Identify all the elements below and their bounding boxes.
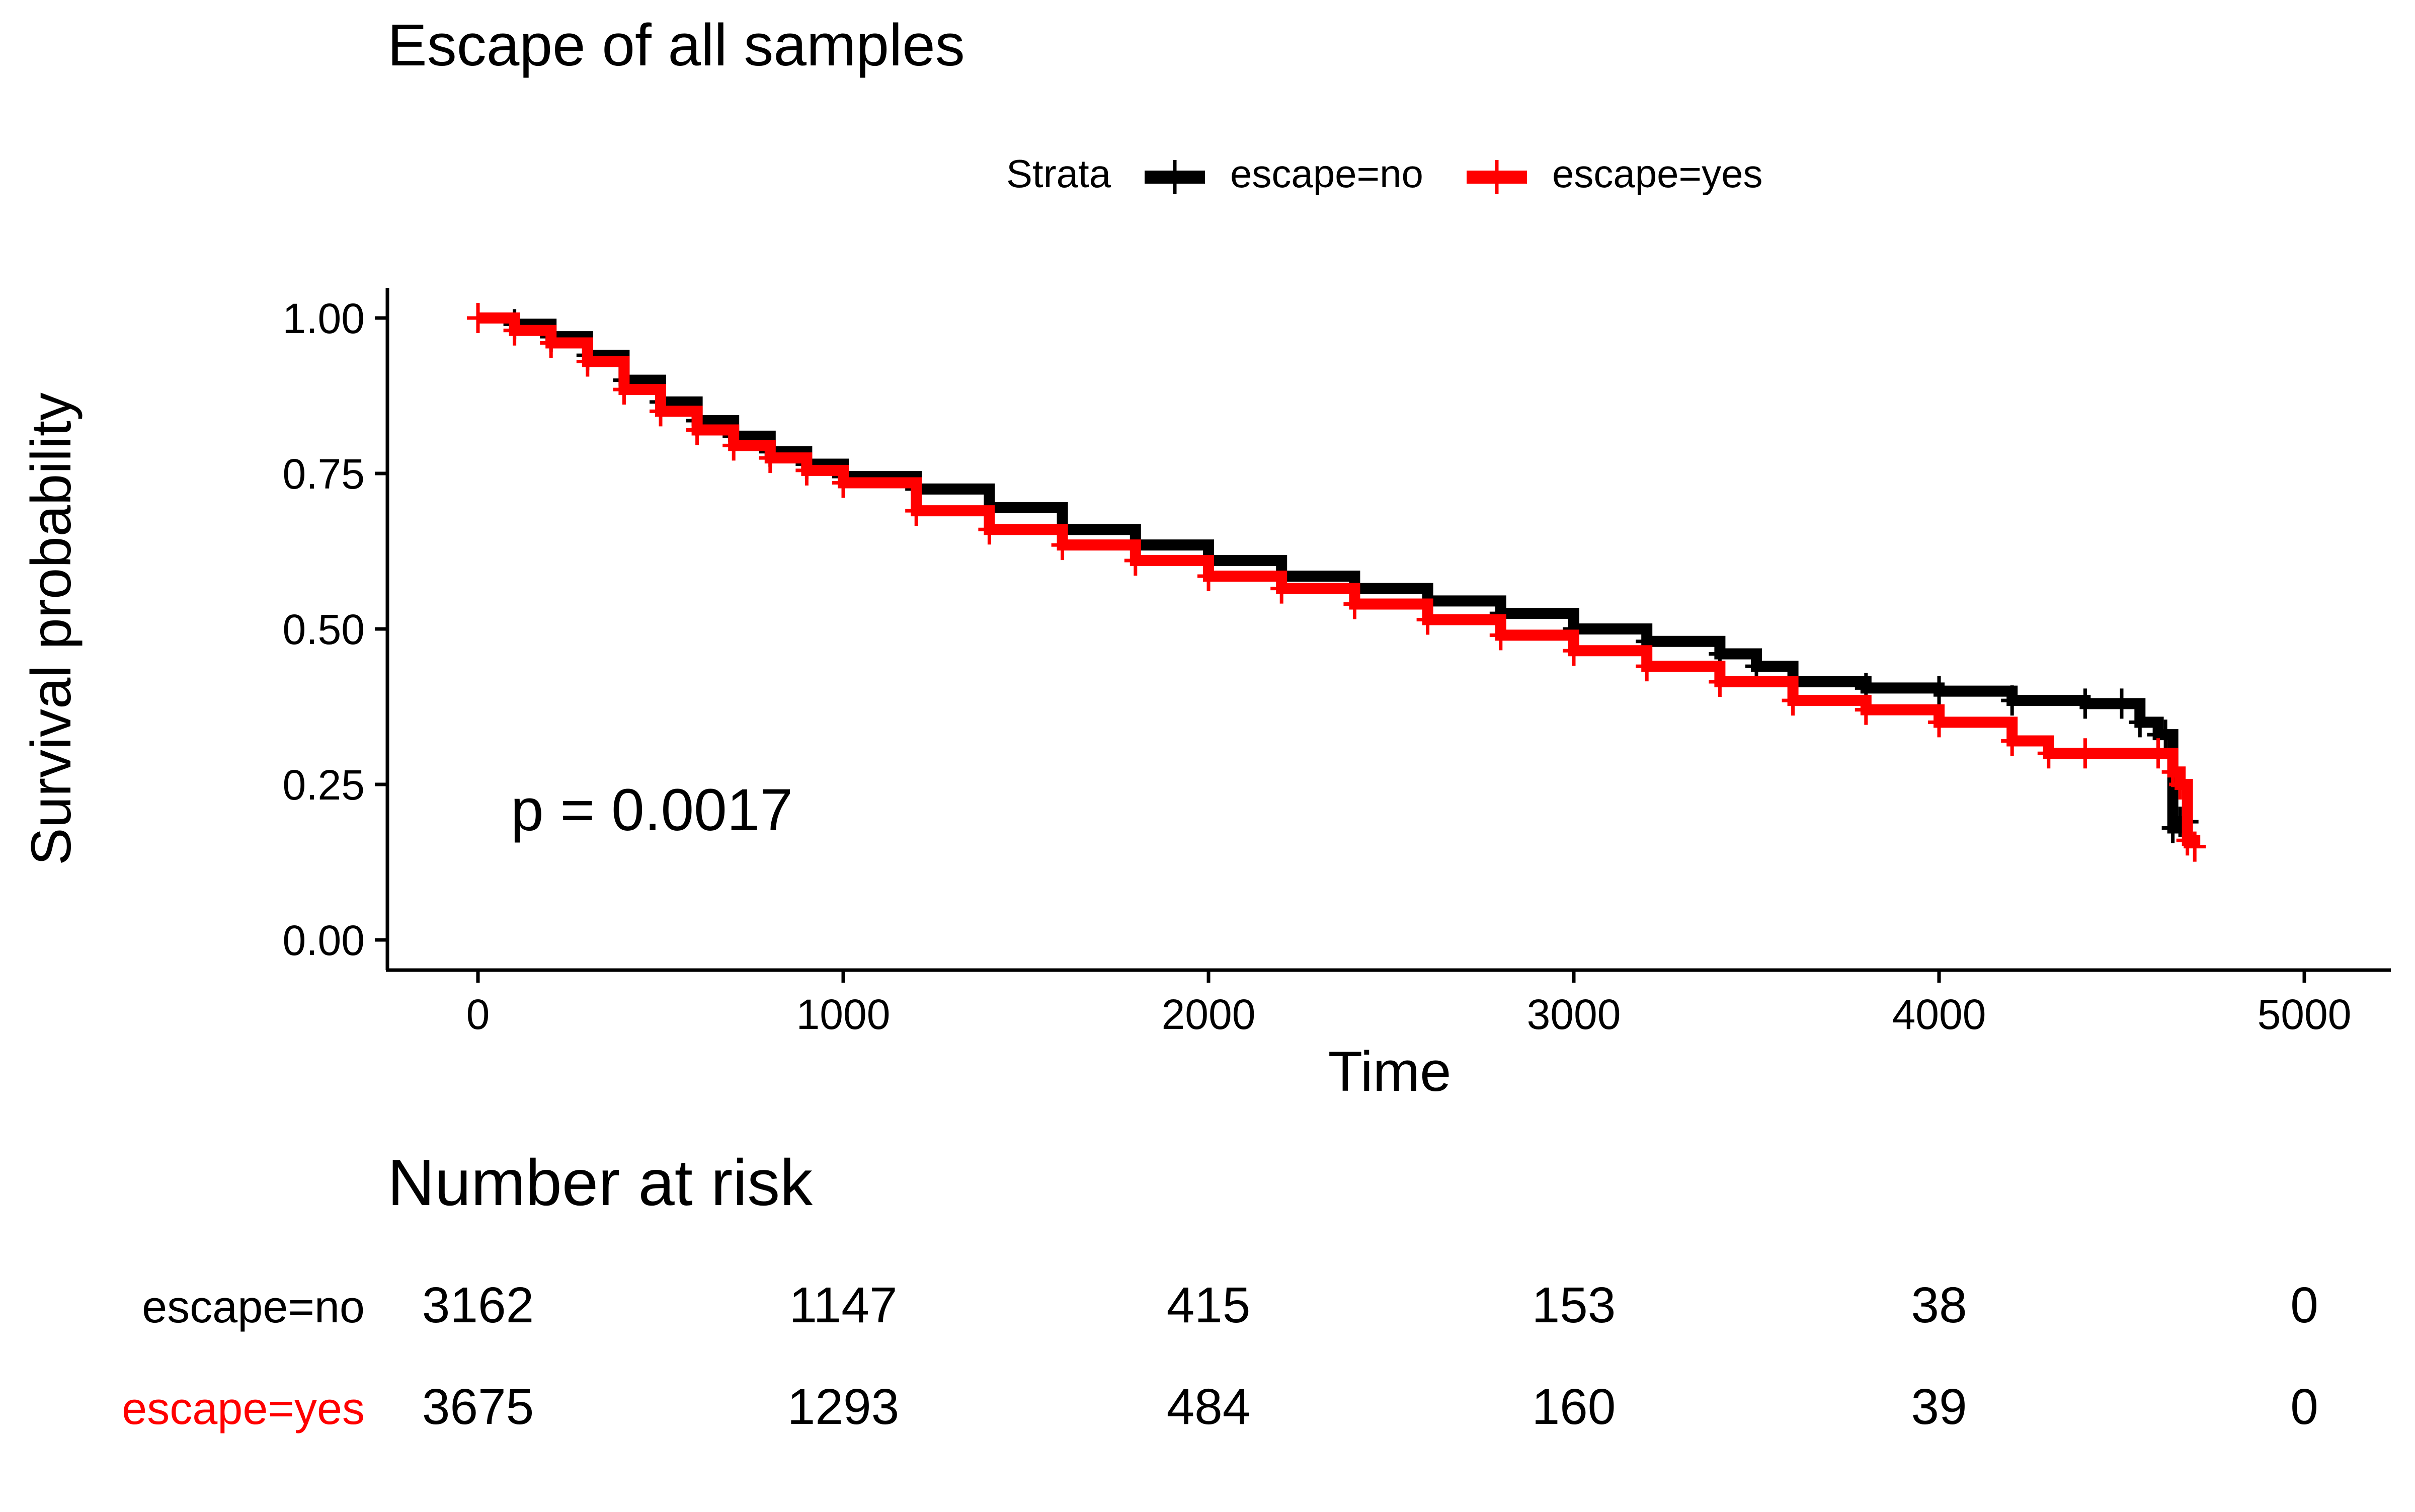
legend: Strata escape=no escape=yes [1006,151,1762,196]
x-tick-label: 1000 [796,991,891,1038]
risk-table: escape=no 3162 1147 415 153 38 0 escape=yes 3675… [122,1277,2318,1435]
legend-key-escape-yes [1467,160,1527,194]
risk-cell: 484 [1167,1379,1251,1435]
y-tick-label: 1.00 [283,295,365,342]
x-axis-label: Time [1328,1040,1452,1103]
legend-label-escape-yes: escape=yes [1552,151,1762,196]
y-axis-ticks: 0.00 0.25 0.50 0.75 1.00 [283,295,387,964]
legend-title: Strata [1006,151,1111,196]
risk-cell: 1293 [787,1379,899,1435]
chart-title: Escape of all samples [387,12,965,78]
risk-cell: 38 [1911,1277,1967,1333]
p-value-annotation: p = 0.0017 [511,777,793,843]
risk-cell: 415 [1167,1277,1251,1333]
x-tick-label: 4000 [1892,991,1986,1038]
risk-cell: 3162 [422,1277,534,1333]
x-tick-label: 3000 [1527,991,1621,1038]
risk-cell: 39 [1911,1379,1967,1435]
x-tick-label: 2000 [1162,991,1256,1038]
risk-cell: 160 [1532,1379,1616,1435]
y-tick-label: 0.00 [283,917,365,964]
risk-cell: 1147 [789,1277,897,1333]
risk-cell: 0 [2290,1379,2318,1435]
risk-row-label: escape=no [142,1282,365,1332]
risk-row-label: escape=yes [122,1384,365,1434]
x-tick-label: 0 [466,991,490,1038]
risk-cell: 3675 [422,1379,534,1435]
series-line-escape-no [478,312,2188,834]
y-tick-label: 0.25 [283,761,365,809]
survival-curves [467,303,2206,862]
risk-cell: 0 [2290,1277,2318,1333]
legend-key-escape-no [1145,160,1205,194]
risk-table-title: Number at risk [387,1146,813,1219]
y-axis-label: Survival probability [20,392,83,865]
y-tick-label: 0.75 [283,450,365,498]
x-tick-label: 5000 [2258,991,2352,1038]
y-tick-label: 0.50 [283,606,365,653]
x-axis-ticks: 0 1000 2000 3000 4000 5000 [466,970,2352,1038]
series-line-escape-yes [478,312,2201,847]
risk-cell: 153 [1532,1277,1616,1333]
legend-label-escape-no: escape=no [1230,151,1423,196]
censor-marks-escape-yes [467,303,2206,862]
